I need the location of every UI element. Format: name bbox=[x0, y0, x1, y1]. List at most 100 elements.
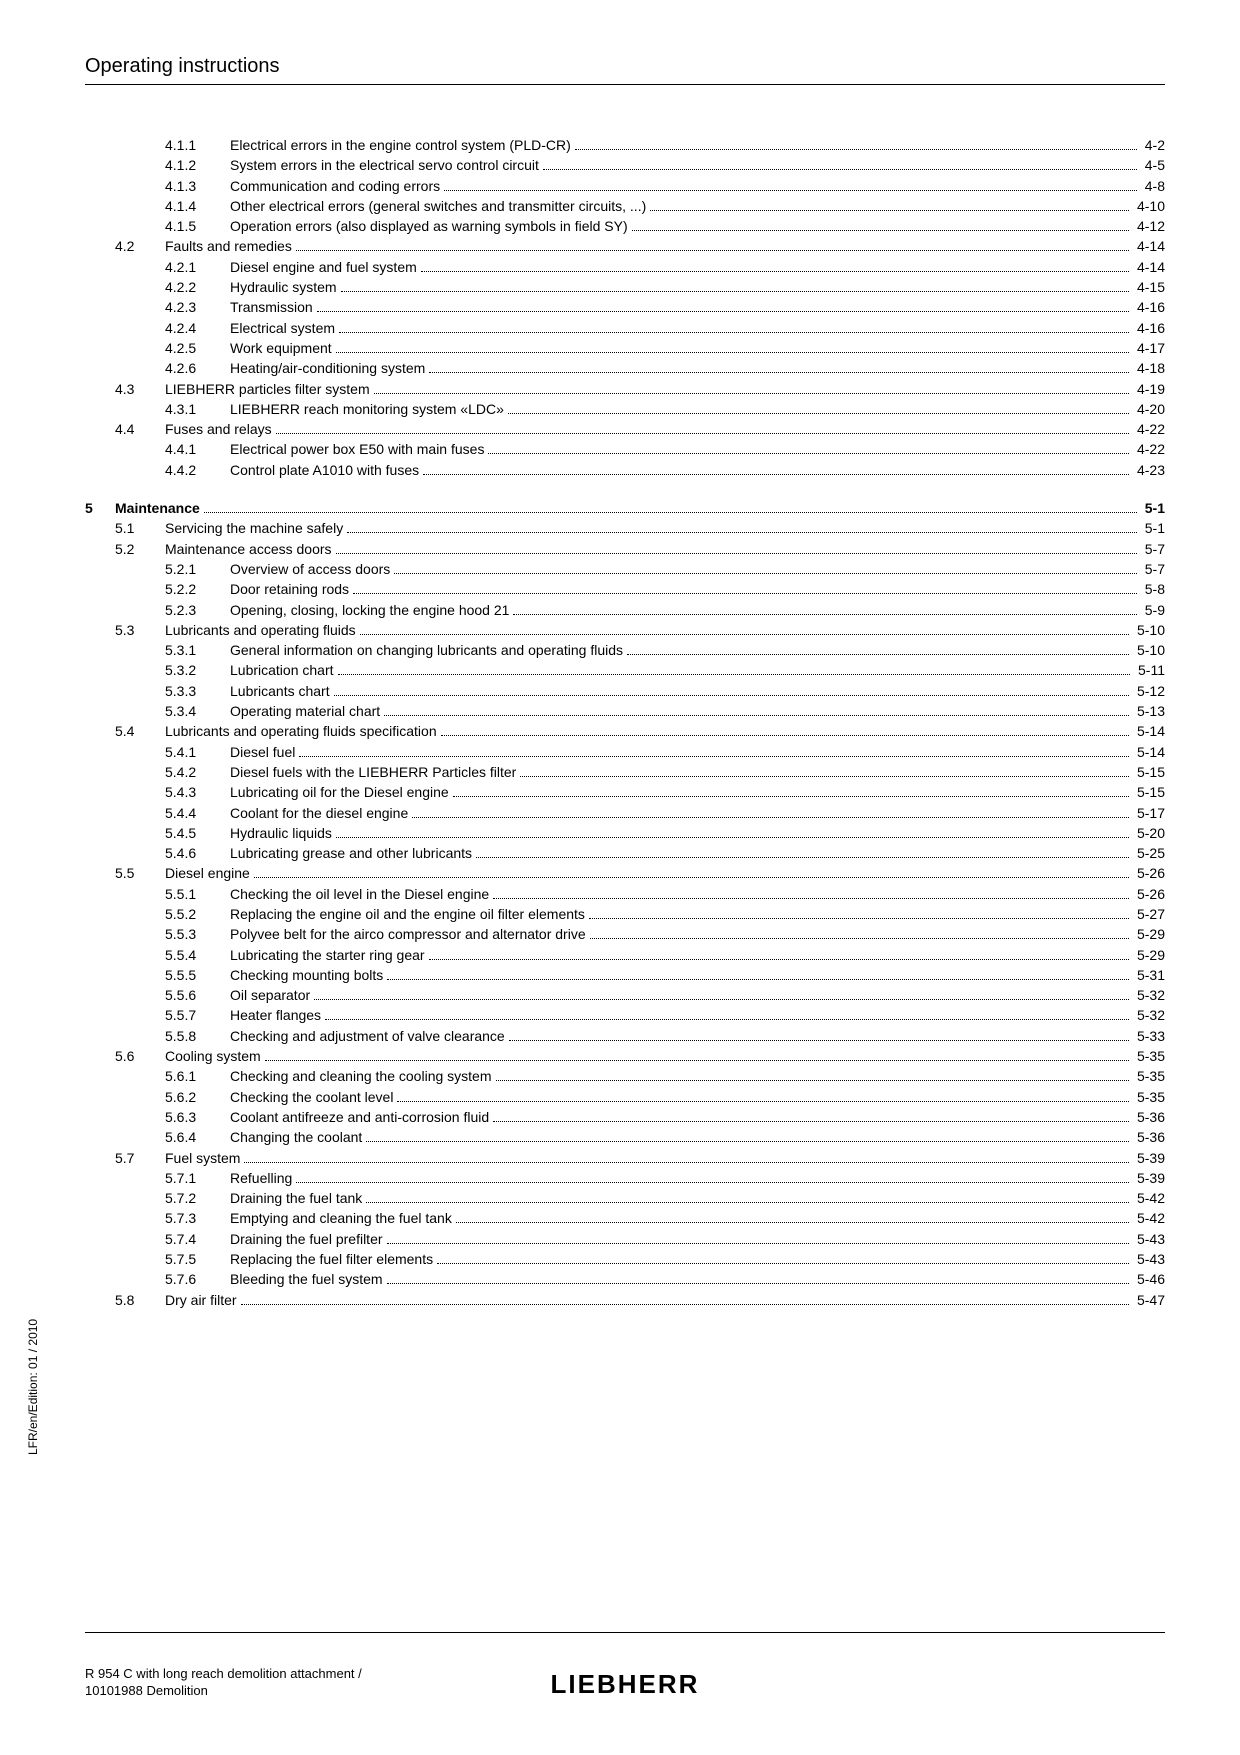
toc-page-number: 5-47 bbox=[1133, 1290, 1165, 1310]
toc-page-number: 5-31 bbox=[1133, 965, 1165, 985]
toc-title: Fuel system bbox=[165, 1148, 244, 1168]
toc-leader-dots bbox=[296, 250, 1129, 251]
toc-page-number: 5-43 bbox=[1133, 1249, 1165, 1269]
toc-title: Diesel engine and fuel system bbox=[230, 257, 421, 277]
toc-title: Door retaining rods bbox=[230, 579, 353, 599]
toc-title: Diesel engine bbox=[165, 863, 254, 883]
toc-leader-dots bbox=[341, 291, 1129, 292]
toc-title: Checking and cleaning the cooling system bbox=[230, 1066, 496, 1086]
toc-title: Polyvee belt for the airco compressor an… bbox=[230, 924, 590, 944]
toc-leader-dots bbox=[397, 1101, 1129, 1102]
toc-leader-dots bbox=[493, 898, 1129, 899]
toc-leader-dots bbox=[317, 311, 1129, 312]
toc-subsection-number: 4.1.1 bbox=[165, 135, 230, 155]
toc-page-number: 4-15 bbox=[1133, 277, 1165, 297]
page-header: Operating instructions bbox=[85, 55, 1165, 85]
toc-page-number: 5-10 bbox=[1133, 620, 1165, 640]
toc-entry: 4.1.3Communication and coding errors4-8 bbox=[85, 176, 1165, 196]
toc-title: Dry air filter bbox=[165, 1290, 241, 1310]
toc-title: Lubricants and operating fluids bbox=[165, 620, 360, 640]
toc-page-number: 5-33 bbox=[1133, 1026, 1165, 1046]
toc-page-number: 4-12 bbox=[1133, 216, 1165, 236]
toc-page-number: 4-14 bbox=[1133, 236, 1165, 256]
toc-leader-dots bbox=[488, 453, 1129, 454]
toc-subsection-number: 5.5.2 bbox=[165, 904, 230, 924]
toc-page-number: 5-36 bbox=[1133, 1107, 1165, 1127]
toc-subsection-number: 5.7.5 bbox=[165, 1249, 230, 1269]
toc-page-number: 5-20 bbox=[1133, 823, 1165, 843]
toc-page-number: 5-32 bbox=[1133, 1005, 1165, 1025]
toc-entry: 5.1Servicing the machine safely5-1 bbox=[85, 518, 1165, 538]
toc-entry: 4.2.5Work equipment4-17 bbox=[85, 338, 1165, 358]
toc-leader-dots bbox=[575, 149, 1137, 150]
toc-title: Cooling system bbox=[165, 1046, 265, 1066]
toc-entry: 5.3Lubricants and operating fluids5-10 bbox=[85, 620, 1165, 640]
toc-entry: 5.7.3Emptying and cleaning the fuel tank… bbox=[85, 1208, 1165, 1228]
toc-section-number: 4.4 bbox=[115, 419, 165, 439]
toc-subsection-number: 5.5.7 bbox=[165, 1005, 230, 1025]
toc-page-number: 5-15 bbox=[1133, 762, 1165, 782]
toc-entry: 5.2.2Door retaining rods5-8 bbox=[85, 579, 1165, 599]
toc-leader-dots bbox=[366, 1141, 1129, 1142]
toc-title: Maintenance access doors bbox=[165, 539, 336, 559]
toc-leader-dots bbox=[339, 332, 1129, 333]
toc-title: Communication and coding errors bbox=[230, 176, 444, 196]
toc-page-number: 5-36 bbox=[1133, 1127, 1165, 1147]
toc-subsection-number: 5.3.1 bbox=[165, 640, 230, 660]
toc-title: LIEBHERR reach monitoring system «LDC» bbox=[230, 399, 508, 419]
toc-title: Opening, closing, locking the engine hoo… bbox=[230, 600, 513, 620]
toc-entry: 5.4.4Coolant for the diesel engine5-17 bbox=[85, 803, 1165, 823]
toc-leader-dots bbox=[437, 1263, 1129, 1264]
toc-leader-dots bbox=[241, 1304, 1129, 1305]
toc-title: Hydraulic liquids bbox=[230, 823, 336, 843]
toc-page-number: 5-46 bbox=[1133, 1269, 1165, 1289]
page-footer: R 954 C with long reach demolition attac… bbox=[85, 1666, 1165, 1700]
toc-subsection-number: 5.7.4 bbox=[165, 1229, 230, 1249]
toc-entry: 5.7.1Refuelling5-39 bbox=[85, 1168, 1165, 1188]
toc-page-number: 5-8 bbox=[1141, 579, 1165, 599]
toc-subsection-number: 5.4.1 bbox=[165, 742, 230, 762]
toc-title: Checking the coolant level bbox=[230, 1087, 397, 1107]
toc-entry: 5.4.3Lubricating oil for the Diesel engi… bbox=[85, 782, 1165, 802]
toc-title: Hydraulic system bbox=[230, 277, 341, 297]
toc-entry: 4.2.1Diesel engine and fuel system4-14 bbox=[85, 257, 1165, 277]
edition-label: LFR/en/Edition: 01 / 2010 bbox=[26, 1319, 40, 1455]
toc-leader-dots bbox=[334, 695, 1129, 696]
toc-subsection-number: 5.5.8 bbox=[165, 1026, 230, 1046]
toc-title: Lubricating grease and other lubricants bbox=[230, 843, 476, 863]
toc-title: General information on changing lubrican… bbox=[230, 640, 627, 660]
toc-entry: 4.2Faults and remedies4-14 bbox=[85, 236, 1165, 256]
toc-entry: 4.2.2Hydraulic system4-15 bbox=[85, 277, 1165, 297]
toc-title: Replacing the fuel filter elements bbox=[230, 1249, 437, 1269]
toc-entry: 5.6Cooling system5-35 bbox=[85, 1046, 1165, 1066]
toc-subsection-number: 5.7.6 bbox=[165, 1269, 230, 1289]
toc-page-number: 4-20 bbox=[1133, 399, 1165, 419]
toc-leader-dots bbox=[325, 1019, 1129, 1020]
toc-leader-dots bbox=[338, 674, 1131, 675]
toc-entry: 4.1.5Operation errors (also displayed as… bbox=[85, 216, 1165, 236]
toc-subsection-number: 4.1.3 bbox=[165, 176, 230, 196]
toc-subsection-number: 4.2.5 bbox=[165, 338, 230, 358]
toc-subsection-number: 5.7.3 bbox=[165, 1208, 230, 1228]
toc-section-number: 5.4 bbox=[115, 721, 165, 741]
toc-title: Lubricating the starter ring gear bbox=[230, 945, 429, 965]
toc-entry: 5.5.8Checking and adjustment of valve cl… bbox=[85, 1026, 1165, 1046]
toc-subsection-number: 5.3.4 bbox=[165, 701, 230, 721]
toc-title: Checking mounting bolts bbox=[230, 965, 387, 985]
toc-title: Oil separator bbox=[230, 985, 314, 1005]
toc-page-number: 5-12 bbox=[1133, 681, 1165, 701]
toc-subsection-number: 4.3.1 bbox=[165, 399, 230, 419]
toc-page-number: 4-14 bbox=[1133, 257, 1165, 277]
toc-subsection-number: 4.4.1 bbox=[165, 439, 230, 459]
toc-page-number: 5-35 bbox=[1133, 1046, 1165, 1066]
toc-leader-dots bbox=[296, 1182, 1129, 1183]
toc-page-number: 4-18 bbox=[1133, 358, 1165, 378]
toc-leader-dots bbox=[513, 614, 1136, 615]
toc-leader-dots bbox=[650, 210, 1129, 211]
toc-subsection-number: 5.6.4 bbox=[165, 1127, 230, 1147]
toc-subsection-number: 4.2.6 bbox=[165, 358, 230, 378]
toc-title: Other electrical errors (general switche… bbox=[230, 196, 650, 216]
toc-page-number: 4-5 bbox=[1141, 155, 1165, 175]
toc-entry: 5.7Fuel system5-39 bbox=[85, 1148, 1165, 1168]
toc-leader-dots bbox=[476, 857, 1129, 858]
